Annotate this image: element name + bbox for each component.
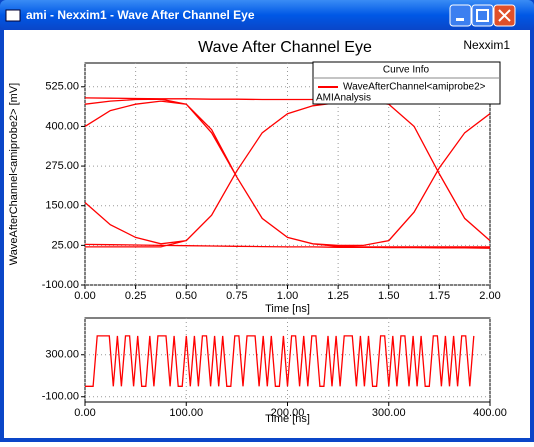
maximize-button[interactable] (471, 4, 494, 27)
legend-box (312, 61, 501, 105)
title-bar (0, 0, 534, 30)
minimize-icon (456, 18, 464, 21)
x-tick-label: 0.75 (226, 290, 247, 302)
y-tick-label: 400.00 (45, 120, 79, 132)
maximize-icon (476, 9, 489, 22)
x-tick-label: 1.25 (327, 290, 348, 302)
y-tick-label: -100.00 (42, 391, 79, 403)
x-axis-label: Time [ns] (265, 303, 310, 315)
x-tick-label: 100.00 (169, 407, 203, 419)
chart-title: Wave After Channel Eye (198, 39, 372, 56)
data-line (85, 335, 475, 387)
x-axis-label: Time [ns] (265, 413, 310, 425)
x-tick-label: 300.00 (372, 407, 406, 419)
x-tick-label: 1.00 (277, 290, 298, 302)
legend-label: WaveAfterChannel<amiprobe2> (343, 82, 486, 93)
y-tick-label: 25.00 (51, 239, 79, 251)
x-tick-label: 1.75 (429, 290, 450, 302)
minimize-button[interactable] (449, 4, 472, 27)
x-tick-label: 400.00 (473, 407, 507, 419)
close-icon (498, 9, 511, 22)
y-tick-label: 275.00 (45, 160, 79, 172)
x-tick-label: 200.00 (271, 407, 305, 419)
x-tick-label: 0.00 (74, 290, 95, 302)
y-tick-label: 150.00 (45, 200, 79, 212)
y-tick-label: 525.00 (45, 81, 79, 93)
y-tick-label: -100.00 (42, 279, 79, 291)
legend-source: AMIAnalysis (316, 93, 371, 104)
x-tick-label: 0.50 (176, 290, 197, 302)
corner-label: Nexxim1 (463, 38, 510, 52)
app-icon (5, 9, 21, 22)
window-title: ami - Nexxim1 - Wave After Channel Eye (26, 8, 255, 22)
plots: -100.00 25.00 150.00 275.00 400.00 525.00 0.00… (8, 38, 510, 425)
legend-title: Curve Info (383, 65, 430, 76)
y-tick-label: 300.00 (45, 349, 79, 361)
x-tick-label: 1.50 (378, 290, 399, 302)
x-tick-label: 0.25 (125, 290, 146, 302)
x-tick-label: 0.00 (74, 407, 95, 419)
y-axis-label: WaveAfterChannel<amiprobe2> [mV] (8, 83, 20, 265)
data-line (85, 97, 490, 249)
x-tick-label: 2.00 (479, 290, 500, 302)
